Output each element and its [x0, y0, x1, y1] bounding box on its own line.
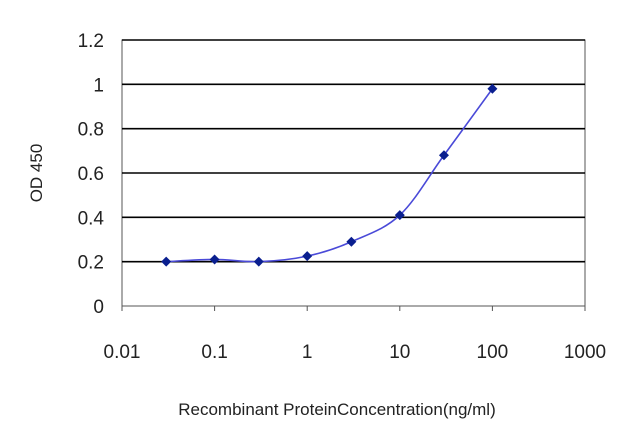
y-axis-title: OD 450 [27, 144, 46, 203]
x-tick-label: 0.01 [104, 342, 141, 363]
x-tick-label: 0.1 [201, 342, 227, 363]
data-point [253, 256, 264, 267]
y-tick-label: 1.2 [78, 31, 104, 52]
y-tick-label: 0 [93, 297, 104, 318]
data-point [487, 83, 498, 94]
gridlines [122, 39, 585, 263]
y-tick-label: 0.6 [78, 164, 104, 185]
y-axis-tick-labels: 0 0.2 0.4 0.6 0.8 1 1.2 [78, 31, 105, 318]
data-point [302, 251, 313, 262]
x-axis-title: Recombinant ProteinConcentration(ng/ml) [178, 400, 496, 419]
y-tick-label: 1 [93, 75, 104, 96]
series-layer [161, 83, 498, 267]
x-axis-tick-labels: 0.01 0.1 1 10 100 1000 [104, 306, 606, 363]
data-point [346, 236, 357, 247]
x-tick-label: 10 [389, 342, 410, 363]
x-tick-label: 100 [477, 342, 509, 363]
data-point [394, 210, 405, 221]
data-point [161, 256, 172, 267]
series-line [166, 88, 494, 263]
x-tick-label: 1000 [564, 342, 606, 363]
data-point [209, 254, 220, 265]
data-point [438, 150, 449, 161]
y-tick-label: 0.2 [78, 253, 104, 274]
x-tick-label: 1 [302, 342, 313, 363]
y-tick-label: 0.4 [78, 208, 105, 229]
y-tick-label: 0.8 [78, 120, 104, 141]
